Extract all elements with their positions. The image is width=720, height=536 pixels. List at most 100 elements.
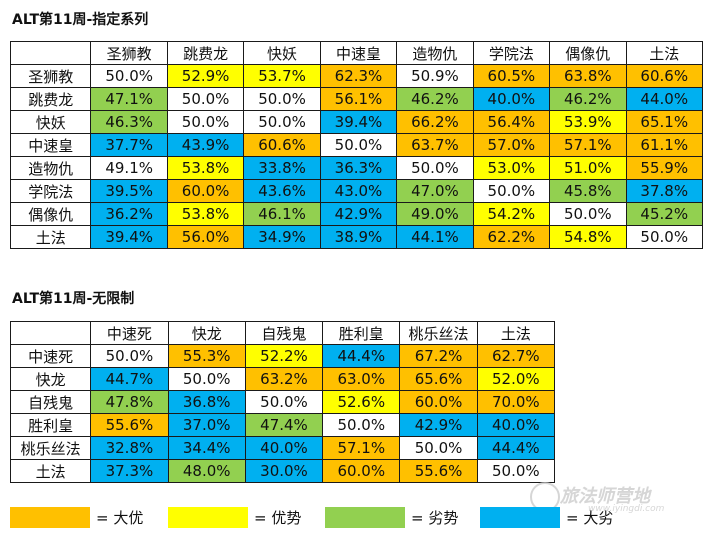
winrate-cell: 39.4%	[319, 110, 398, 134]
winrate-cell: 50.0%	[549, 202, 627, 226]
winrate-cell: 55.3%	[167, 344, 246, 368]
winrate-cell: 54.2%	[472, 202, 551, 226]
winrate-cell: 51.0%	[549, 156, 627, 180]
row-header: 胜利皇	[9, 413, 92, 437]
winrate-cell: 53.8%	[166, 156, 245, 180]
winrate-cell: 49.1%	[90, 156, 168, 180]
row-header: 快妖	[9, 110, 92, 134]
winrate-cell: 40.0%	[472, 87, 551, 111]
winrate-cell: 36.3%	[319, 156, 398, 180]
legend-swatch	[168, 506, 248, 528]
table-row: 跳费龙 47.1% 50.0% 50.0% 56.1% 46.2% 40.0% 46.2% 44…	[9, 87, 704, 111]
winrate-cell: 50.0%	[244, 390, 324, 414]
winrate-cell: 60.0%	[399, 390, 478, 414]
watermark-text: 旅法师营地	[560, 486, 650, 507]
table-row: 桃乐丝法 32.8% 34.4% 40.0% 57.1% 50.0% 44.4%	[9, 436, 556, 460]
column-header: 土法	[625, 41, 704, 65]
table-row: 快龙 44.7% 50.0% 63.2% 63.0% 65.6% 52.0%	[9, 367, 556, 391]
column-header: 学院法	[472, 41, 551, 65]
winrate-cell: 37.3%	[90, 459, 169, 483]
winrate-cell: 60.0%	[166, 179, 245, 203]
row-header: 自残鬼	[9, 390, 92, 414]
winrate-cell: 50.0%	[399, 436, 478, 460]
winrate-cell: 60.6%	[243, 133, 321, 157]
winrate-cell: 66.2%	[396, 110, 474, 134]
winrate-cell: 46.2%	[396, 87, 474, 111]
row-header: 中速皇	[9, 133, 92, 157]
row-header: 中速死	[9, 344, 92, 368]
column-header: 快妖	[243, 41, 321, 65]
winrate-cell: 44.0%	[625, 87, 704, 111]
winrate-cell: 48.0%	[167, 459, 246, 483]
table-row: 土法 39.4% 56.0% 34.9% 38.9% 44.1% 62.2% 54.8% 50.…	[9, 225, 704, 249]
column-header: 土法	[476, 321, 556, 345]
winrate-cell: 45.8%	[549, 179, 627, 203]
column-header: 快龙	[167, 321, 246, 345]
table-row: 学院法 39.5% 60.0% 43.6% 43.0% 47.0% 50.0% 45.8% 37…	[9, 179, 704, 203]
section2-title: ALT第11周-无限制	[12, 291, 135, 307]
table-row: 土法 37.3% 48.0% 30.0% 60.0% 55.6% 50.0%	[9, 459, 556, 483]
winrate-cell: 56.4%	[472, 110, 551, 134]
winrate-cell: 54.8%	[549, 225, 627, 249]
winrate-cell: 52.2%	[244, 344, 324, 368]
winrate-cell: 57.0%	[472, 133, 551, 157]
legend-item: = 优势	[168, 506, 301, 528]
winrate-cell: 43.0%	[319, 179, 398, 203]
winrate-cell: 55.6%	[399, 459, 478, 483]
header-row: 圣狮教 跳费龙 快妖 中速皇 造物仇 学院法 偶像仇 土法	[9, 41, 704, 65]
table-row: 中速死 50.0% 55.3% 52.2% 44.4% 67.2% 62.7%	[9, 344, 556, 368]
winrate-cell: 67.2%	[399, 344, 478, 368]
winrate-cell: 53.8%	[166, 202, 245, 226]
column-header: 自残鬼	[244, 321, 324, 345]
table-row: 偶像仇 36.2% 53.8% 46.1% 42.9% 49.0% 54.2% 50.0% 45…	[9, 202, 704, 226]
column-header: 跳费龙	[166, 41, 245, 65]
winrate-cell: 52.0%	[476, 367, 556, 391]
winrate-cell: 65.1%	[625, 110, 704, 134]
row-header: 偶像仇	[9, 202, 92, 226]
winrate-cell: 53.0%	[472, 156, 551, 180]
corner-cell	[9, 321, 92, 345]
winrate-cell: 49.0%	[396, 202, 474, 226]
winrate-cell: 47.8%	[90, 390, 169, 414]
winrate-cell: 37.7%	[90, 133, 168, 157]
column-header: 圣狮教	[90, 41, 168, 65]
legend-item: = 大优	[10, 506, 143, 528]
winrate-cell: 47.1%	[90, 87, 168, 111]
winrate-cell: 37.0%	[167, 413, 246, 437]
winrate-cell: 32.8%	[90, 436, 169, 460]
winrate-cell: 63.0%	[322, 367, 401, 391]
winrate-cell: 50.0%	[243, 87, 321, 111]
winrate-cell: 55.6%	[90, 413, 169, 437]
legend-label: = 大优	[96, 508, 144, 527]
row-header: 桃乐丝法	[9, 436, 92, 460]
winrate-cell: 56.0%	[166, 225, 245, 249]
row-header: 跳费龙	[9, 87, 92, 111]
row-header: 土法	[9, 225, 92, 249]
winrate-cell: 50.0%	[625, 225, 704, 249]
winrate-cell: 55.9%	[625, 156, 704, 180]
winrate-cell: 70.0%	[476, 390, 556, 414]
winrate-cell: 46.3%	[90, 110, 168, 134]
legend-item: = 劣势	[325, 506, 458, 528]
column-header: 胜利皇	[322, 321, 401, 345]
winrate-cell: 50.9%	[396, 64, 474, 88]
winrate-cell: 63.8%	[549, 64, 627, 88]
row-header: 造物仇	[9, 156, 92, 180]
winrate-cell: 61.1%	[625, 133, 704, 157]
winrate-cell: 46.1%	[243, 202, 321, 226]
winrate-cell: 52.6%	[322, 390, 401, 414]
matchup-table-specified: 圣狮教 跳费龙 快妖 中速皇 造物仇 学院法 偶像仇 土法 圣狮教 50.0% 52.9% 53.7%…	[9, 41, 704, 249]
winrate-cell: 63.7%	[396, 133, 474, 157]
header-row: 中速死 快龙 自残鬼 胜利皇 桃乐丝法 土法	[9, 321, 556, 345]
winrate-cell: 63.2%	[244, 367, 324, 391]
winrate-cell: 53.9%	[549, 110, 627, 134]
table-row: 胜利皇 55.6% 37.0% 47.4% 50.0% 42.9% 40.0%	[9, 413, 556, 437]
winrate-cell: 56.1%	[319, 87, 398, 111]
winrate-cell: 60.0%	[322, 459, 401, 483]
winrate-cell: 60.6%	[625, 64, 704, 88]
winrate-cell: 46.2%	[549, 87, 627, 111]
winrate-cell: 57.1%	[322, 436, 401, 460]
winrate-cell: 50.0%	[166, 110, 245, 134]
winrate-cell: 50.0%	[167, 367, 246, 391]
row-header: 圣狮教	[9, 64, 92, 88]
